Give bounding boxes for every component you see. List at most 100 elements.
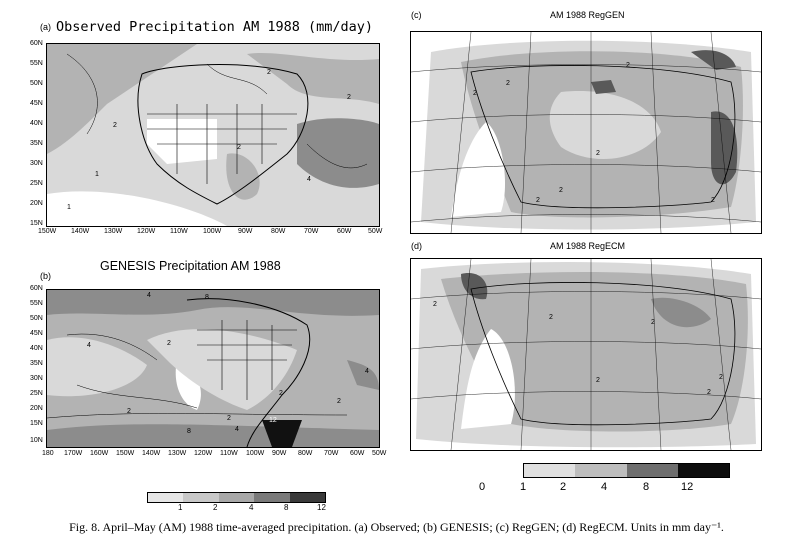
lat-tick: 30N [30, 375, 43, 382]
lat-tick: 20N [30, 200, 43, 207]
lon-tick: 100W [203, 228, 222, 235]
lon-tick: 180 [42, 450, 54, 457]
legend-right-label: 8 [643, 481, 650, 493]
panel-b-contour-label: 8 [205, 294, 209, 301]
lon-tick: 150W [38, 228, 57, 235]
lat-tick: 40N [30, 120, 43, 127]
lat-tick: 60N [30, 40, 43, 47]
panel-a-title: Observed Precipitation AM 1988 (mm/day) [56, 19, 373, 35]
lon-tick: 120W [137, 228, 156, 235]
panel-d-contour-label: 2 [433, 301, 437, 308]
panel-b-contour-label: 12 [269, 417, 277, 424]
lat-tick: 50N [30, 80, 43, 87]
panel-a-contour-label: 2 [237, 144, 241, 151]
lat-tick: 25N [30, 180, 43, 187]
lon-tick: 80W [271, 228, 286, 235]
panel-c-map: 2 2 2 2 2 2 2 [410, 31, 762, 234]
panel-d-map-graphic [411, 259, 761, 450]
panel-b-contour-label: 8 [187, 428, 191, 435]
panel-b-title: GENESIS Precipitation AM 1988 [100, 259, 281, 273]
lat-tick: 20N [30, 405, 43, 412]
lon-tick: 110W [220, 450, 238, 457]
legend-left-label: 4 [249, 503, 254, 512]
legend-right-swatch [677, 464, 729, 477]
legend-left-label: 2 [213, 503, 218, 512]
lon-tick: 140W [142, 450, 161, 457]
panel-b-contour-label: 4 [235, 426, 239, 433]
legend-right-colorbar [523, 463, 730, 478]
lat-tick: 45N [30, 100, 43, 107]
lat-tick: 45N [30, 330, 43, 337]
lon-tick: 130W [104, 228, 123, 235]
panel-a-map: 1 2 2 4 2 1 2 [46, 43, 380, 227]
legend-left-label: 12 [317, 503, 326, 512]
panel-c-map-graphic [411, 32, 761, 233]
panel-c-contour-label: 2 [536, 197, 540, 204]
panel-b-contour-label: 4 [87, 342, 91, 349]
lon-tick: 120W [194, 450, 213, 457]
lon-tick: 70W [304, 228, 319, 235]
lon-tick: 160W [90, 450, 109, 457]
lon-tick: 130W [168, 450, 187, 457]
panel-a-letter: (a) [40, 22, 51, 32]
lat-tick: 25N [30, 390, 43, 397]
lon-tick: 70W [324, 450, 339, 457]
lat-tick: 55N [30, 60, 43, 67]
panel-d-contour-label: 2 [596, 377, 600, 384]
panel-b-contour-label: 2 [227, 415, 231, 422]
legend-right-label: 1 [520, 481, 527, 493]
panel-d-contour-label: 2 [651, 319, 655, 326]
legend-left-swatch [148, 493, 184, 502]
legend-right-label: 2 [560, 481, 567, 493]
lon-tick: 60W [337, 228, 352, 235]
lon-tick: 110W [170, 228, 188, 235]
lat-tick: 35N [30, 140, 43, 147]
legend-left-swatch [254, 493, 290, 502]
lon-tick: 150W [116, 450, 135, 457]
lat-tick: 50N [30, 315, 43, 322]
lat-tick: 55N [30, 300, 43, 307]
panel-d-map: 2 2 2 2 2 2 [410, 258, 762, 451]
panel-a-contour-label: 4 [307, 176, 311, 183]
panel-a-contour-label: 2 [347, 94, 351, 101]
panel-d-contour-label: 2 [707, 389, 711, 396]
panel-c-contour-label: 2 [711, 197, 715, 204]
panel-d-letter: (d) [411, 241, 422, 251]
panel-a-map-graphic [47, 44, 379, 226]
panel-a-contour-label: 2 [267, 69, 271, 76]
panel-d-contour-label: 2 [549, 314, 553, 321]
legend-left-swatch [218, 493, 255, 502]
legend-right-swatch [524, 464, 576, 477]
legend-left-swatch [289, 493, 326, 502]
figure-caption: Fig. 8. April–May (AM) 1988 time-average… [69, 520, 724, 534]
panel-c-letter: (c) [411, 10, 422, 20]
panel-b-contour-label: 4 [365, 368, 369, 375]
panel-c-contour-label: 2 [559, 187, 563, 194]
panel-c-contour-label: 2 [626, 62, 630, 69]
panel-b-contour-label: 2 [127, 408, 131, 415]
panel-b-map: 4 8 2 4 2 2 4 8 12 2 2 4 [46, 289, 380, 448]
lat-tick: 15N [30, 420, 43, 427]
lon-tick: 50W [372, 450, 387, 457]
legend-right-label: 4 [601, 481, 608, 493]
legend-left-swatch [183, 493, 219, 502]
panel-b-contour-label: 4 [147, 292, 151, 299]
lat-tick: 10N [30, 437, 43, 444]
legend-right-swatch [575, 464, 627, 477]
lat-tick: 30N [30, 160, 43, 167]
lat-tick: 35N [30, 360, 43, 367]
lat-tick: 40N [30, 345, 43, 352]
legend-right-label: 12 [681, 481, 694, 493]
legend-left-label: 1 [178, 503, 183, 512]
lon-tick: 80W [298, 450, 313, 457]
panel-b-letter: (b) [40, 271, 51, 281]
panel-d-title: AM 1988 RegECM [550, 241, 626, 251]
panel-d-contour-label: 2 [719, 374, 723, 381]
lon-tick: 90W [272, 450, 287, 457]
panel-b-map-graphic [47, 290, 379, 447]
lon-tick: 100W [246, 450, 265, 457]
panel-c-contour-label: 2 [473, 90, 477, 97]
panel-c-contour-label: 2 [596, 150, 600, 157]
lon-tick: 90W [238, 228, 253, 235]
lon-tick: 50W [368, 228, 383, 235]
